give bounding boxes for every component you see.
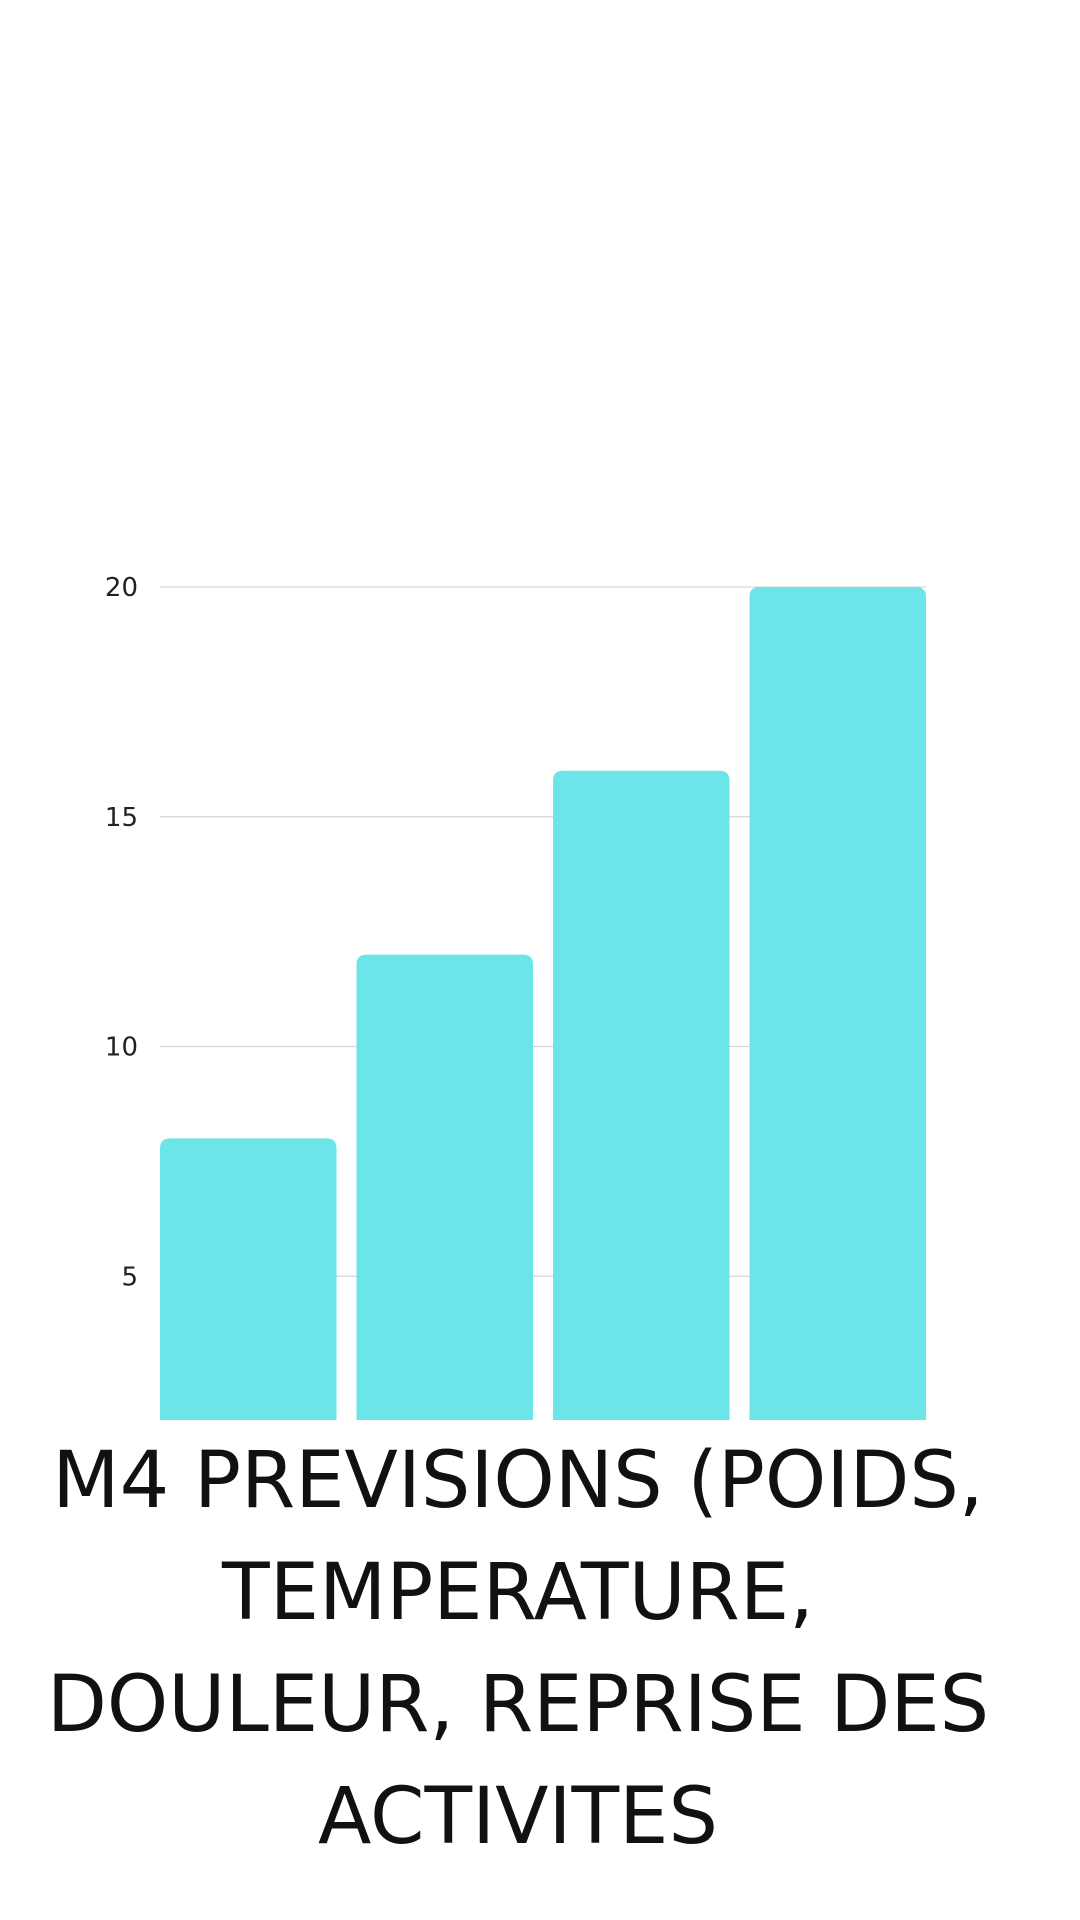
- y-tick-label: 20: [105, 573, 138, 603]
- bar: [749, 587, 926, 1420]
- chart-title: M4 PREVISIONS (POIDS, TEMPERATURE, DOULE…: [46, 1436, 990, 1862]
- bar: [553, 770, 730, 1420]
- bar: [160, 1138, 337, 1420]
- y-tick-label: 15: [105, 803, 138, 833]
- y-tick-label: 5: [121, 1262, 138, 1292]
- bar-chart: 05101520Élément 1Élément 2Élément 3Éléme…: [105, 573, 926, 1420]
- bar: [356, 954, 533, 1420]
- y-tick-label: 10: [105, 1033, 138, 1063]
